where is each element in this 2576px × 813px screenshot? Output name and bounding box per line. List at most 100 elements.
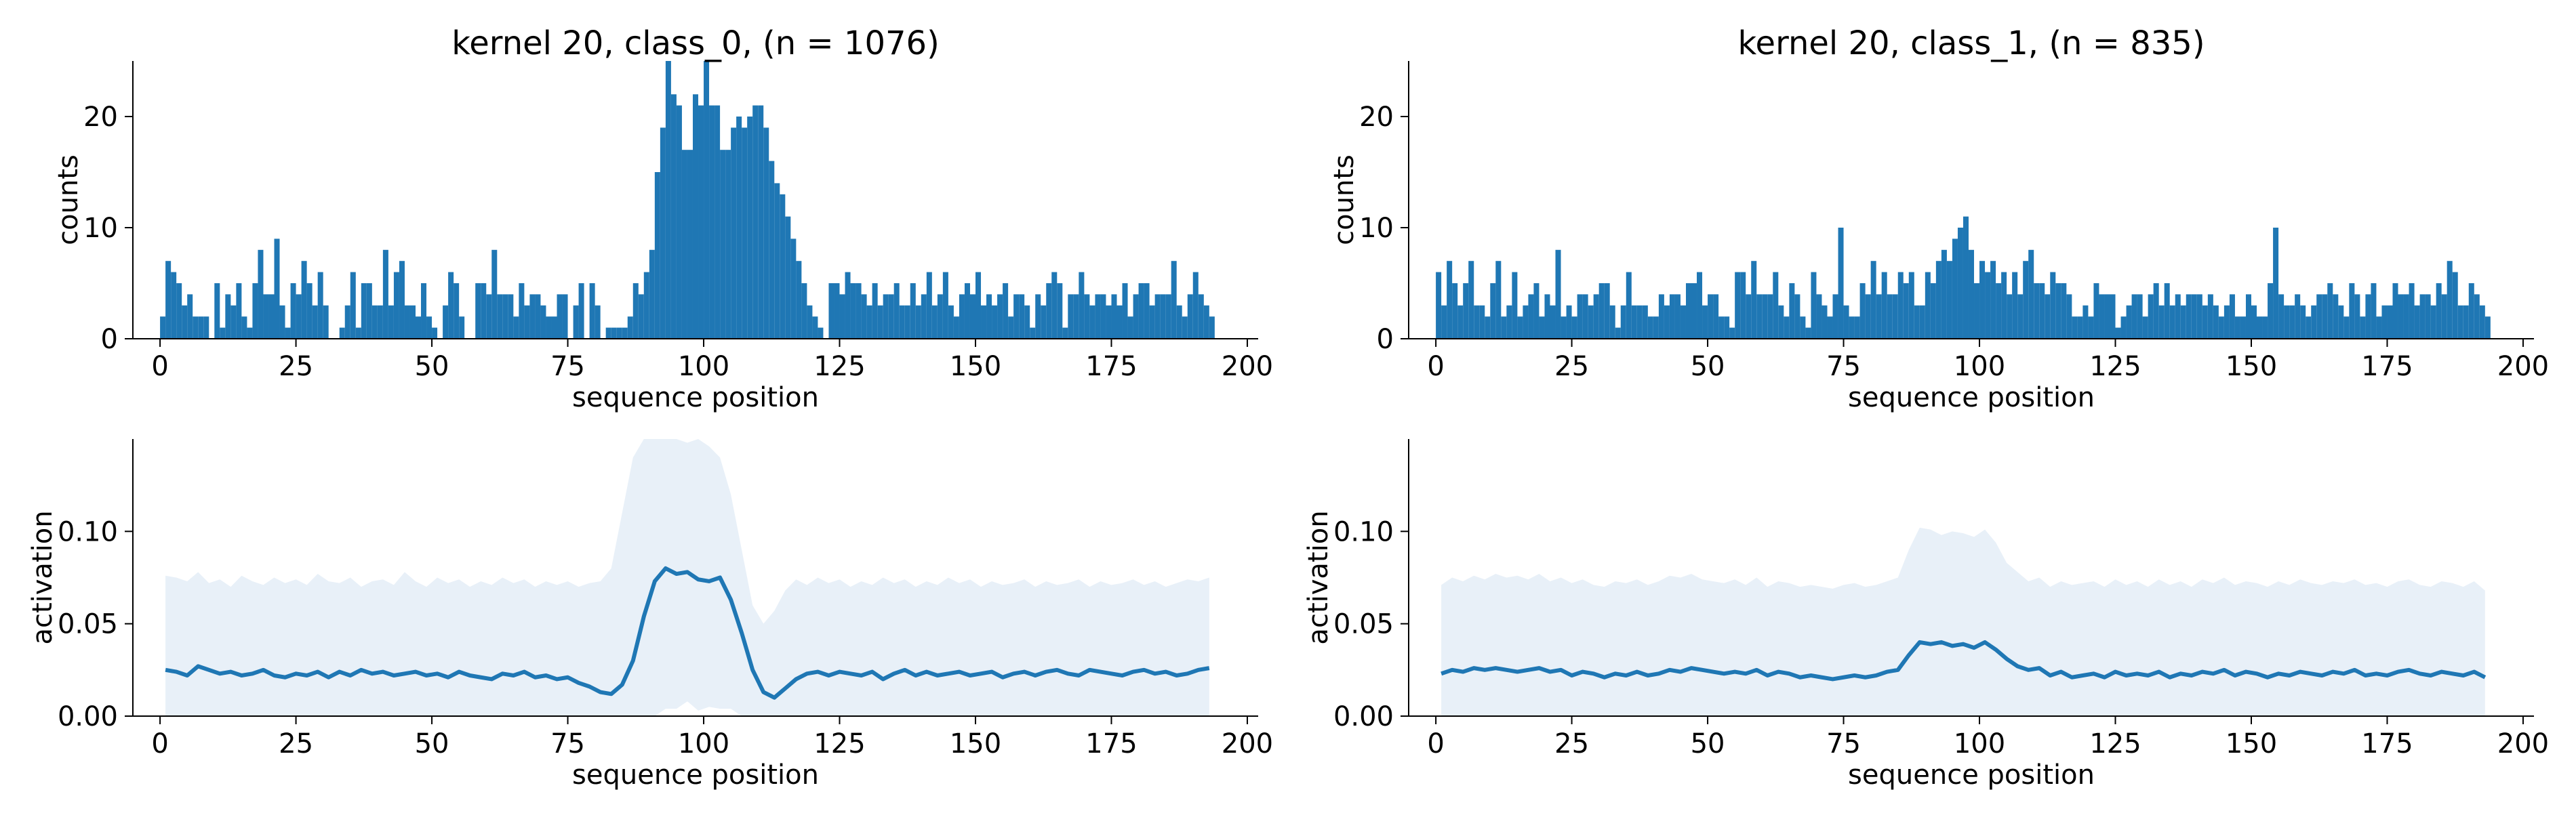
bar <box>2017 294 2024 339</box>
bar <box>361 283 367 339</box>
bar <box>2164 283 2170 339</box>
bar <box>1658 294 1664 339</box>
x-tick-label: 150 <box>2226 728 2277 759</box>
x-tick-label: 75 <box>1826 351 1861 382</box>
bar <box>1041 305 1047 339</box>
bar <box>704 61 710 339</box>
bar <box>915 305 921 339</box>
bar <box>1708 294 1714 339</box>
bar <box>698 105 704 339</box>
bar <box>2376 316 2382 339</box>
bar <box>258 249 264 339</box>
bar <box>1805 327 1811 339</box>
bar <box>475 283 481 339</box>
bar <box>2430 305 2436 339</box>
bar <box>964 283 970 339</box>
bar <box>616 327 622 339</box>
bar <box>692 94 699 339</box>
bar <box>1908 272 1914 339</box>
bar <box>1822 305 1828 339</box>
bar <box>2229 294 2235 339</box>
bar <box>1533 283 1539 339</box>
bar <box>241 316 247 339</box>
bar <box>1946 261 1952 339</box>
bar <box>1963 216 1969 339</box>
bar <box>1144 283 1150 339</box>
bar <box>2479 305 2485 339</box>
y-tick-label: 0.00 <box>58 701 118 732</box>
bar <box>2158 305 2165 339</box>
bar <box>2306 316 2312 339</box>
bar <box>731 127 737 339</box>
bar <box>622 327 628 339</box>
bar <box>1176 305 1182 339</box>
x-tick-label: 100 <box>1954 728 2005 759</box>
x-tick-label: 175 <box>2361 351 2413 382</box>
bar <box>1577 294 1583 339</box>
bar <box>959 294 965 339</box>
bar <box>1718 316 1725 339</box>
bar <box>1876 294 1882 339</box>
bar <box>992 305 998 339</box>
bar <box>519 283 525 339</box>
x-tick-label: 150 <box>950 728 1001 759</box>
bar <box>2093 283 2099 339</box>
chart-hist_class1: 0 25 50 75 100 125 150 175 200 0 10 20 sequence posi… <box>1329 24 2549 413</box>
bar <box>1647 316 1653 339</box>
bar <box>785 216 791 339</box>
bar <box>709 105 715 339</box>
bar <box>953 316 959 339</box>
bar <box>1773 272 1779 339</box>
bar <box>1653 316 1659 339</box>
bar <box>236 283 242 339</box>
bar <box>1171 261 1177 339</box>
y-tick-label: 20 <box>83 102 118 133</box>
bar <box>1985 272 1991 339</box>
bar <box>790 238 797 339</box>
bar <box>2468 283 2474 339</box>
x-tick-label: 200 <box>2497 728 2549 759</box>
bar <box>296 294 302 339</box>
bar <box>2131 294 2137 339</box>
bar <box>981 305 987 339</box>
bar <box>812 316 818 339</box>
series-line <box>1441 640 2487 682</box>
bar <box>2148 294 2154 339</box>
bar <box>589 283 595 339</box>
bar <box>2001 272 2007 339</box>
bar <box>1463 283 1469 339</box>
bar <box>2115 327 2121 339</box>
x-tick-label: 0 <box>151 728 168 759</box>
bar <box>491 249 498 339</box>
bar <box>2457 305 2463 339</box>
bar <box>2055 283 2061 339</box>
bar <box>1555 249 1561 339</box>
bar <box>1187 294 1193 339</box>
bar <box>2327 283 2333 339</box>
bar <box>774 183 780 339</box>
bar <box>1914 305 1920 339</box>
bar <box>225 294 231 339</box>
chart-title: kernel 20, class_1, (n = 835) <box>1737 24 2205 62</box>
bar <box>1561 316 1567 339</box>
bar <box>1479 305 1485 339</box>
bar <box>1588 305 1594 339</box>
bar <box>1490 283 1496 339</box>
bar <box>393 272 399 339</box>
bar <box>1495 261 1502 339</box>
bar <box>926 272 932 339</box>
bar <box>1073 294 1079 339</box>
bar <box>1474 305 1480 339</box>
bar <box>1019 294 1025 339</box>
bar <box>187 294 193 339</box>
bar <box>551 316 557 339</box>
bar <box>486 294 492 339</box>
bar <box>2322 294 2328 339</box>
bar <box>2398 294 2404 339</box>
y-tick-label: 0.00 <box>1333 701 1394 732</box>
bar <box>2354 294 2360 339</box>
bar <box>1003 283 1009 339</box>
x-tick-label: 25 <box>1554 728 1589 759</box>
bar <box>1974 283 1980 339</box>
